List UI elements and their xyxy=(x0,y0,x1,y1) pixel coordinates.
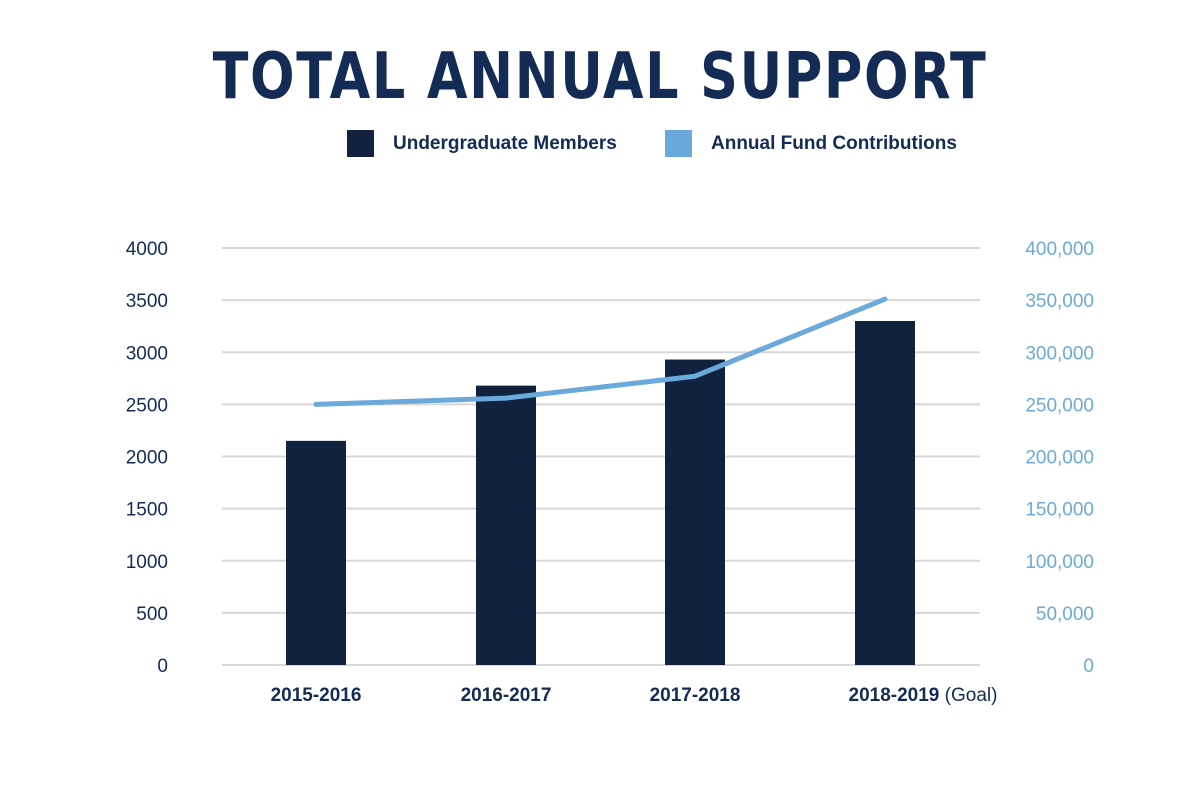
left-axis-tick-label: 1500 xyxy=(126,500,168,521)
legend-item-members: Undergraduate Members xyxy=(347,130,617,157)
line-annual-fund-contributions xyxy=(313,296,888,407)
x-axis-category-label: 2018-2019 (Goal) xyxy=(849,685,998,706)
left-axis-tick-label: 500 xyxy=(136,604,168,625)
right-axis-tick-label: 200,000 xyxy=(1025,448,1094,469)
x-axis-category-label: 2016-2017 xyxy=(461,685,552,706)
legend-item-contributions: Annual Fund Contributions xyxy=(665,130,957,157)
left-axis-tick-label: 3000 xyxy=(126,343,168,364)
x-axis-category-label: 2015-2016 xyxy=(271,685,362,706)
right-axis-tick-label: 300,000 xyxy=(1025,343,1094,364)
bar-undergraduate-members xyxy=(476,385,536,665)
bar-undergraduate-members xyxy=(286,440,346,665)
legend-label-members: Undergraduate Members xyxy=(393,132,617,154)
right-axis-tick-label: 0 xyxy=(1083,656,1094,677)
left-axis-tick-label: 2500 xyxy=(126,395,168,416)
left-axis-tick-label: 2000 xyxy=(126,448,168,469)
bar-undergraduate-members xyxy=(665,359,725,665)
bar-undergraduate-members xyxy=(855,320,915,665)
right-axis-tick-label: 50,000 xyxy=(1036,604,1094,625)
chart-title: TOTAL ANNUAL SUPPORT xyxy=(212,40,988,114)
right-axis-tick-label: 250,000 xyxy=(1025,395,1094,416)
x-axis-category-label: 2017-2018 xyxy=(650,685,741,706)
legend-swatch-contributions xyxy=(665,130,692,157)
left-axis-tick-label: 3500 xyxy=(126,291,168,312)
right-axis-tick-label: 100,000 xyxy=(1025,552,1094,573)
right-axis-tick-label: 400,000 xyxy=(1025,239,1094,260)
right-axis-tick-label: 350,000 xyxy=(1025,291,1094,312)
left-axis-tick-label: 0 xyxy=(157,656,168,677)
legend-label-contributions: Annual Fund Contributions xyxy=(711,132,957,154)
left-axis-tick-label: 4000 xyxy=(126,239,168,260)
right-axis-tick-label: 150,000 xyxy=(1025,500,1094,521)
legend-swatch-members xyxy=(347,130,374,157)
legend: Undergraduate Members Annual Fund Contri… xyxy=(0,130,1200,160)
left-axis-tick-label: 1000 xyxy=(126,552,168,573)
